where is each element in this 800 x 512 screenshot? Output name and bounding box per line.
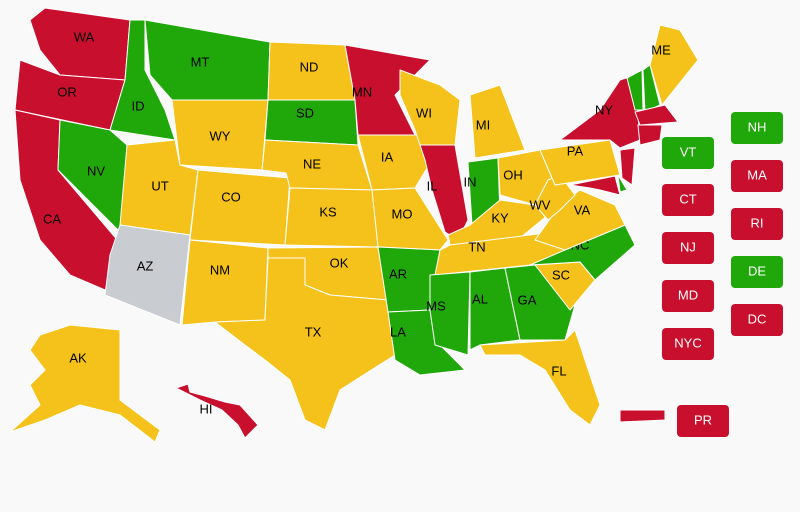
state-label: WI [416, 105, 432, 120]
state-label: TN [468, 239, 485, 254]
state-label: AZ [137, 258, 154, 273]
state[interactable] [479, 329, 601, 426]
state-label: ID [132, 98, 145, 113]
state-label: VA [574, 202, 591, 217]
state-label: TX [305, 324, 322, 339]
state-label: SC [552, 267, 570, 282]
state[interactable] [175, 383, 259, 439]
state-label: OR [57, 84, 77, 99]
state[interactable] [189, 169, 291, 246]
state[interactable] [9, 324, 161, 443]
state-button[interactable] [662, 280, 714, 312]
state-button-label: CT [679, 191, 696, 206]
state-label: IL [427, 178, 438, 193]
state-label: UT [151, 178, 168, 193]
state-label: FL [551, 363, 566, 378]
state-label: PA [567, 143, 584, 158]
state[interactable] [469, 84, 526, 159]
state-button[interactable] [662, 137, 714, 169]
state[interactable] [214, 257, 396, 431]
state-label: NM [210, 262, 230, 277]
state-button-label: NH [748, 119, 767, 134]
state-label: AK [69, 350, 87, 365]
state-label: MS [426, 298, 446, 313]
state[interactable] [617, 174, 628, 193]
state[interactable] [619, 409, 666, 423]
state[interactable] [534, 174, 576, 221]
state-label: HI [200, 401, 213, 416]
state[interactable] [649, 24, 699, 106]
state-button[interactable] [662, 328, 714, 360]
state-button[interactable] [731, 304, 783, 336]
state-button[interactable] [662, 232, 714, 264]
state-label: NE [303, 156, 321, 171]
state[interactable] [619, 147, 636, 186]
state-label: ME [651, 42, 671, 57]
state-button-label: DE [748, 263, 766, 278]
state-label: MO [392, 206, 413, 221]
state-label: IA [381, 149, 394, 164]
state[interactable] [181, 239, 269, 326]
state[interactable] [637, 124, 663, 146]
state-button-label: MD [678, 287, 698, 302]
state-label: NY [595, 102, 613, 117]
state-label: ND [300, 59, 319, 74]
state-button-label: NJ [680, 239, 696, 254]
state-label: WV [530, 197, 551, 212]
state-button[interactable] [731, 112, 783, 144]
state[interactable] [357, 134, 433, 191]
state-button-label: DC [748, 311, 767, 326]
state-label: SD [296, 105, 314, 120]
state-button-label: NYC [674, 335, 701, 350]
state[interactable] [539, 139, 621, 186]
state-label: WY [210, 128, 231, 143]
state-button[interactable] [731, 160, 783, 192]
state-label: CO [221, 189, 241, 204]
state-button[interactable] [677, 405, 729, 437]
state[interactable] [104, 224, 191, 326]
state-label: MT [191, 54, 210, 69]
state-label: AR [389, 266, 407, 281]
state[interactable] [371, 187, 449, 251]
state-button-label: MA [747, 167, 767, 182]
state-label: LA [390, 324, 406, 339]
state-label: AL [472, 291, 488, 306]
state-label: WA [74, 29, 95, 44]
state-label: OK [330, 255, 349, 270]
state-label: KY [491, 210, 509, 225]
state-label: CA [43, 211, 61, 226]
state-label: KS [319, 204, 337, 219]
state-button-label: RI [751, 215, 764, 230]
state[interactable] [429, 271, 471, 356]
state-button[interactable] [731, 256, 783, 288]
state-button[interactable] [731, 208, 783, 240]
state-button-label: PR [694, 412, 712, 427]
state-label: MN [352, 84, 372, 99]
state[interactable] [109, 19, 176, 141]
state[interactable] [634, 104, 679, 126]
state-label: OH [503, 167, 523, 182]
state-label: NV [87, 163, 105, 178]
state-label: MI [476, 117, 490, 132]
state-button[interactable] [662, 184, 714, 216]
state-label: IN [464, 174, 477, 189]
state[interactable] [642, 64, 661, 113]
state[interactable] [469, 267, 521, 351]
state-button-label: VT [680, 144, 697, 159]
state-label: GA [518, 292, 537, 307]
state[interactable] [569, 175, 621, 196]
